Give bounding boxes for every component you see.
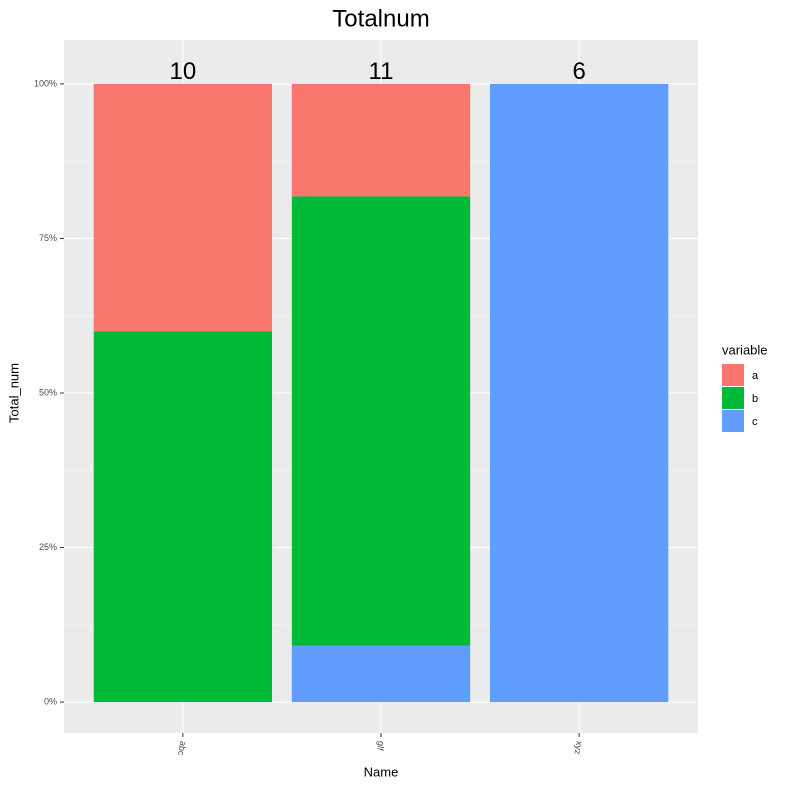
legend-key xyxy=(722,410,744,432)
x-tick-label: abc xyxy=(176,740,188,757)
total-label: 11 xyxy=(369,58,394,85)
legend-label: b xyxy=(752,393,758,405)
bar-segment xyxy=(291,645,471,703)
bar-segment xyxy=(291,196,471,646)
x-axis-title: Name xyxy=(364,764,399,779)
y-tick-label: 100% xyxy=(34,78,57,88)
legend-key xyxy=(722,387,744,409)
y-axis-title: Total_num xyxy=(6,363,21,423)
y-tick-label: 25% xyxy=(39,542,57,552)
legend-key xyxy=(722,364,744,386)
total-label: 10 xyxy=(170,58,197,85)
legend-label: a xyxy=(752,370,759,382)
total-label: 6 xyxy=(572,58,585,85)
y-tick-label: 50% xyxy=(39,387,57,397)
legend-label: c xyxy=(752,416,758,428)
bar-segment xyxy=(489,83,669,703)
legend-title: variable xyxy=(722,342,768,357)
x-tick-label: xyz xyxy=(572,740,584,756)
y-tick-label: 75% xyxy=(39,233,57,243)
bar-segment xyxy=(291,83,471,197)
bar-segment xyxy=(93,83,273,332)
y-tick-label: 0% xyxy=(44,696,57,706)
bar-segment xyxy=(93,331,273,703)
x-tick-label: glf xyxy=(375,740,387,752)
chart-title: Totalnum xyxy=(332,5,429,32)
